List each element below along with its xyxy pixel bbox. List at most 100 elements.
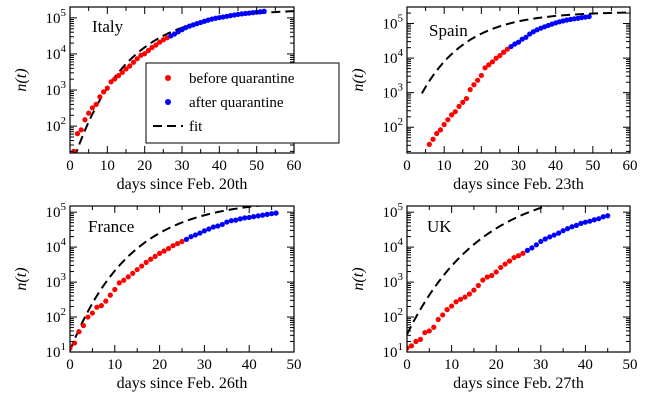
data-point [246,214,252,221]
data-point [85,314,91,320]
x-axis-label: days since Feb. 26th [117,375,248,392]
x-tick-label: 20 [474,158,489,174]
series-before-quarantine [70,238,185,351]
fit-curve [70,206,266,351]
data-point [417,336,423,342]
x-tick-label: 0 [403,357,411,373]
data-point [74,131,81,137]
x-tick-label: 50 [623,357,638,373]
data-point [444,307,450,313]
data-point [515,253,522,259]
data-point [170,243,176,249]
fit-curve [407,206,550,335]
data-point [89,310,95,316]
data-point [569,224,575,230]
data-point [139,263,145,269]
data-point [435,316,441,323]
data-point [471,287,477,293]
fit-curve [420,11,630,94]
data-point [441,121,447,128]
data-point [440,312,446,318]
data-point [233,217,239,223]
series-after-quarantine [183,210,279,242]
y-tick-label: 101 [383,341,404,361]
data-point [98,303,104,309]
data-point [605,213,611,219]
data-point [260,212,266,218]
x-tick-label: 30 [511,158,526,174]
data-point [242,215,248,221]
data-point [463,95,470,102]
data-point [523,34,529,40]
data-point [103,298,109,304]
data-point [242,10,249,17]
x-tick-label: 0 [403,158,411,174]
data-point [497,52,503,59]
data-point [224,219,230,225]
x-tick-label: 40 [212,158,227,174]
data-point [145,47,151,54]
data-point [130,59,137,65]
data-point [408,343,415,349]
x-tick-label: 60 [287,158,302,174]
data-point [192,232,199,238]
data-point [93,101,99,107]
data-point [437,127,444,133]
data-point [413,338,419,345]
data-point [520,250,526,256]
legend-label: after quarantine [189,95,284,111]
y-tick-label: 103 [383,271,404,291]
data-point [460,99,466,105]
x-tick-label: 30 [197,357,212,373]
data-point [165,245,172,252]
data-point [127,63,133,69]
series-before-quarantine [71,35,170,153]
series-before-quarantine [426,46,510,147]
data-point [524,247,531,253]
data-point [515,39,522,45]
data-point [457,296,464,302]
data-point [152,253,158,260]
series-after-quarantine [508,14,592,50]
data-point [89,105,95,111]
y-tick-label: 102 [383,306,404,326]
legend-marker [165,99,171,105]
data-point [471,82,477,88]
data-point [547,234,553,240]
x-axis-label: days since Feb. 23th [453,176,584,193]
data-point [76,329,82,335]
panel-title: UK [427,217,452,236]
legend: before quarantine after quarantine fit [145,62,340,144]
data-point [482,65,488,71]
data-point [542,236,548,242]
data-point [501,49,507,55]
data-point [112,76,118,82]
x-tick-label: 20 [152,357,167,373]
data-point [86,110,92,116]
data-point [422,329,428,336]
data-point [600,214,606,220]
x-tick-label: 30 [175,158,190,174]
data-point [153,42,159,48]
x-axis-label: days since Feb. 20th [117,176,248,193]
y-axis-label: n(t) [13,68,30,91]
panel-title: Italy [92,17,124,36]
data-point [453,299,459,305]
data-point [104,85,110,91]
panel-italy: 0 10 20 30 40 50 60 102 103 104 105 days since Feb.… [13,6,302,193]
data-point [130,270,136,276]
data-point [149,44,155,51]
data-point [251,214,257,220]
data-point [142,51,148,57]
data-point [582,219,589,225]
data-point [115,73,122,79]
data-point [228,218,234,224]
data-point [97,94,103,100]
y-tick-label: 101 [46,341,67,361]
series-before-quarantine [407,250,526,351]
data-point [273,210,279,216]
data-point [426,141,432,147]
y-tick-label: 103 [46,79,67,99]
data-point [78,127,84,133]
